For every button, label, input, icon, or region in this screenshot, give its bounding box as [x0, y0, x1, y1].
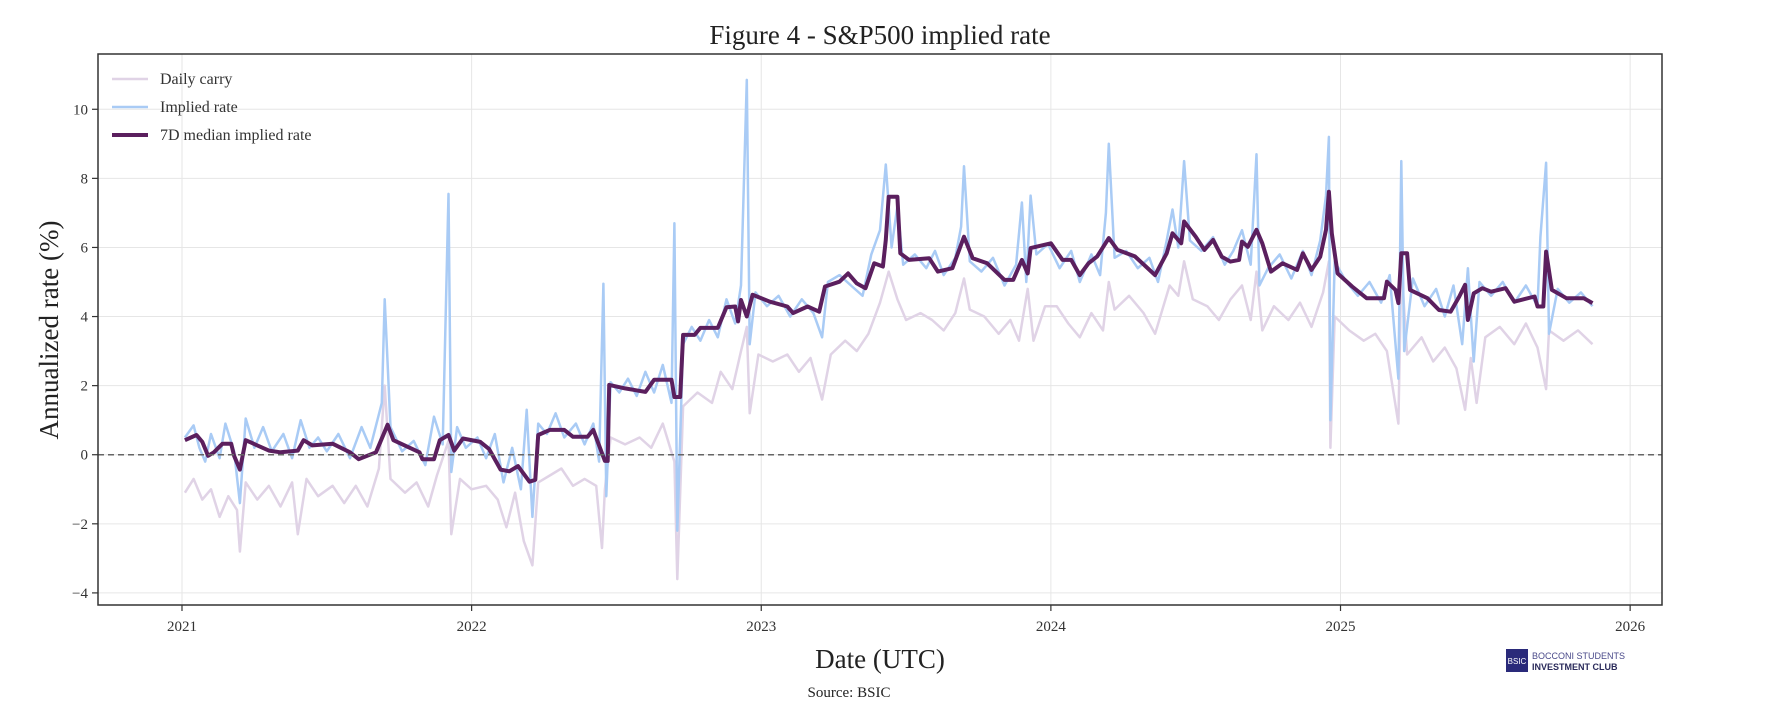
series-line-daily-carry — [183, 260, 1594, 581]
x-tick-label: 2024 — [1036, 619, 1067, 635]
series-group — [183, 78, 1594, 581]
series-line-implied-rate — [183, 78, 1594, 532]
y-tick-label: 0 — [81, 448, 89, 464]
y-tick-label: −4 — [72, 586, 88, 602]
x-tick-label: 2023 — [746, 619, 776, 635]
plot-frame — [97, 53, 1663, 606]
y-tick-label: 2 — [81, 379, 89, 395]
axis-ticks: 2021 2022 2023 2024 2025 2026 −4 −2 0 2 4 6 8 10 — [72, 102, 1646, 635]
logo-badge — [1506, 649, 1528, 672]
logo-line-2: INVESTMENT CLUB — [1532, 662, 1618, 672]
legend: Daily carry Implied rate 7D median implied… — [112, 71, 312, 144]
chart-title: Figure 4 - S&P500 implied rate — [709, 20, 1050, 50]
series-line-7d-median-implied-rate — [184, 189, 1594, 484]
y-tick-label: 6 — [81, 240, 89, 256]
y-tick-label: −2 — [72, 517, 88, 533]
legend-label: 7D median implied rate — [160, 127, 312, 144]
logo-badge-text: BSIC — [1508, 657, 1527, 666]
x-tick-label: 2026 — [1615, 619, 1646, 635]
x-tick-label: 2025 — [1326, 619, 1356, 635]
grid — [98, 54, 1662, 605]
x-axis-label: Date (UTC) — [815, 644, 945, 674]
logo-line-1: BOCCONI STUDENTS — [1532, 651, 1625, 661]
y-tick-label: 10 — [73, 102, 88, 118]
y-tick-label: 4 — [81, 310, 89, 326]
y-axis-label: Annualized rate (%) — [34, 221, 64, 440]
x-tick-label: 2021 — [167, 619, 197, 635]
bsic-logo: BSIC BOCCONI STUDENTS INVESTMENT CLUB — [1506, 649, 1625, 672]
y-tick-label: 8 — [81, 171, 89, 187]
x-tick-label: 2022 — [457, 619, 487, 635]
legend-label: Daily carry — [160, 71, 232, 88]
legend-label: Implied rate — [160, 99, 238, 116]
source-note: Source: BSIC — [808, 685, 891, 701]
